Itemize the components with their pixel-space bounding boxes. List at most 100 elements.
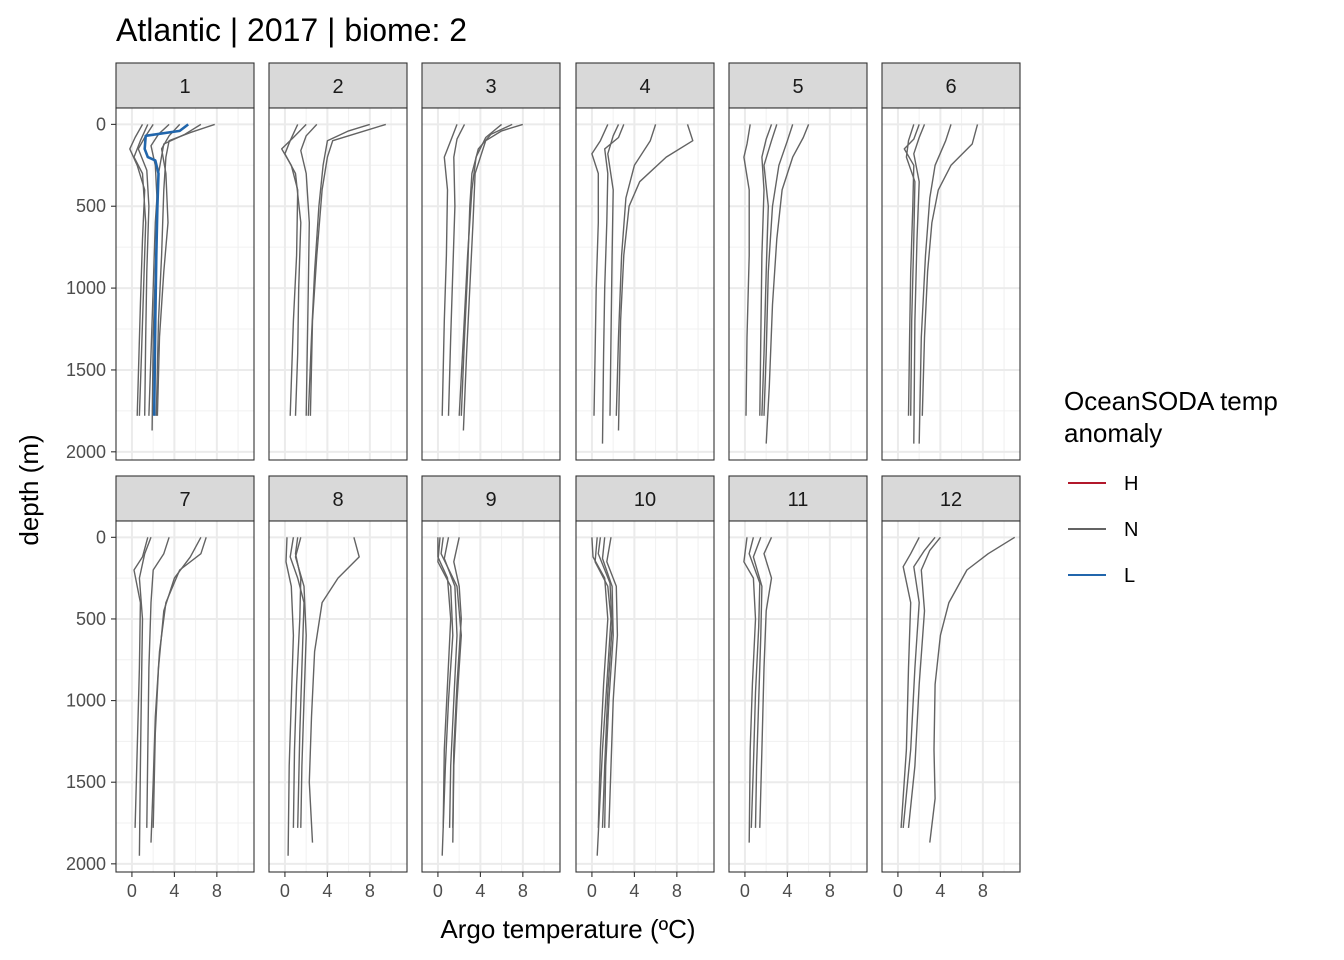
facet-panel-12: 12 0 4 8 bbox=[881, 475, 1021, 901]
x-tick-label: 8 bbox=[365, 881, 375, 901]
x-tick-label: 8 bbox=[672, 881, 682, 901]
legend: OceanSODA temp anomaly H N L bbox=[1064, 386, 1278, 587]
x-tick-label: 0 bbox=[280, 881, 290, 901]
profile-line-N bbox=[156, 123, 181, 416]
panel-border bbox=[728, 107, 868, 461]
profile-line-N bbox=[146, 537, 170, 828]
facet-panel-3: 3 bbox=[421, 62, 561, 461]
profile-line-N bbox=[133, 124, 149, 416]
facet-strip bbox=[575, 475, 715, 522]
legend-label: L bbox=[1124, 565, 1135, 587]
facet-panel-4: 4 bbox=[575, 62, 715, 461]
profile-line-N bbox=[913, 124, 926, 444]
facet-strip-label: 2 bbox=[332, 76, 343, 98]
x-tick-label: 4 bbox=[629, 881, 639, 901]
panel-background bbox=[576, 521, 714, 872]
profile-line-N bbox=[289, 537, 305, 828]
facet-strip bbox=[881, 62, 1021, 109]
facet-strip bbox=[115, 475, 255, 522]
y-tick-label: 0 bbox=[96, 527, 106, 547]
profile-line-N bbox=[743, 537, 757, 843]
profile-line-N bbox=[441, 124, 458, 416]
facet-strip-label: 12 bbox=[940, 489, 962, 511]
facet-strip-label: 11 bbox=[788, 489, 809, 511]
x-tick-label: 4 bbox=[475, 881, 485, 901]
panel-background bbox=[269, 521, 407, 872]
panel-border bbox=[881, 520, 1021, 873]
facet-strip-label: 8 bbox=[332, 489, 343, 511]
profile-line-N bbox=[763, 124, 794, 416]
y-tick-label: 1500 bbox=[66, 772, 106, 792]
facet-strip-label: 9 bbox=[485, 489, 496, 511]
panel-background bbox=[576, 108, 714, 460]
facet-panel-10: 10 0 4 8 bbox=[575, 475, 715, 901]
x-tick-label: 8 bbox=[978, 881, 988, 901]
profile-line-N bbox=[591, 124, 609, 416]
panel-border bbox=[575, 520, 715, 873]
panel-background bbox=[729, 108, 867, 460]
profile-line-N bbox=[591, 537, 609, 828]
facet-strip bbox=[881, 475, 1021, 522]
panel-border bbox=[268, 520, 408, 873]
x-tick-label: 0 bbox=[587, 881, 597, 901]
facet-strip bbox=[728, 62, 868, 109]
profile-line-N bbox=[905, 124, 916, 416]
panel-background bbox=[422, 521, 560, 872]
facet-strip-label: 5 bbox=[792, 76, 803, 98]
panel-border bbox=[881, 107, 1021, 461]
y-tick-label: 0 bbox=[96, 114, 106, 134]
profile-line-N bbox=[929, 536, 1016, 843]
facet-panel-6: 6 bbox=[881, 62, 1021, 461]
profile-line-N bbox=[462, 123, 524, 431]
panel-background bbox=[882, 521, 1020, 872]
panel-border bbox=[421, 520, 561, 873]
profile-line-N bbox=[458, 123, 503, 416]
x-tick-label: 0 bbox=[433, 881, 443, 901]
panel-border bbox=[728, 520, 868, 873]
profile-line-N bbox=[150, 123, 170, 431]
facet-strip-label: 6 bbox=[945, 76, 956, 98]
panel-border bbox=[115, 520, 255, 873]
facet-panel-9: 9 0 4 8 bbox=[421, 475, 561, 901]
facet-panel-5: 5 bbox=[728, 62, 868, 461]
x-tick-label: 0 bbox=[893, 881, 903, 901]
y-tick-label: 500 bbox=[76, 609, 106, 629]
profile-line-N bbox=[607, 124, 620, 416]
profile-line-N bbox=[443, 537, 458, 828]
facet-panel-2: 2 bbox=[268, 62, 408, 461]
facet-strip bbox=[728, 475, 868, 522]
facet-strip bbox=[421, 62, 561, 109]
y-tick-label: 1000 bbox=[66, 278, 106, 298]
chart-title: Atlantic | 2017 | biome: 2 bbox=[116, 12, 467, 48]
profile-line-N bbox=[133, 537, 149, 828]
profile-line-N bbox=[285, 537, 295, 856]
profile-line-N bbox=[606, 537, 619, 828]
legend-item-H: H bbox=[1068, 473, 1138, 495]
profile-line-N bbox=[759, 537, 773, 828]
y-tick-label: 1500 bbox=[66, 360, 106, 380]
profile-line-N bbox=[903, 124, 920, 416]
y-tick-label: 1000 bbox=[66, 691, 106, 711]
legend-item-L: L bbox=[1068, 565, 1135, 587]
profile-line-N bbox=[748, 537, 761, 828]
profile-line-N bbox=[308, 537, 360, 843]
legend-items: H N L bbox=[1068, 473, 1138, 587]
y-tick-label: 2000 bbox=[66, 854, 106, 874]
profile-line-N bbox=[292, 537, 302, 828]
profile-line-N bbox=[155, 123, 215, 416]
x-tick-label: 0 bbox=[740, 881, 750, 901]
profile-line-N bbox=[615, 124, 657, 416]
y-tick-label: 2000 bbox=[66, 442, 106, 462]
facet-panel-8: 8 0 4 8 bbox=[268, 475, 408, 901]
facet-strip bbox=[421, 475, 561, 522]
profile-line-N bbox=[300, 123, 318, 416]
profile-line-N bbox=[918, 124, 952, 444]
x-axis-title: Argo temperature (ºC) bbox=[440, 914, 695, 944]
profile-line-N bbox=[759, 124, 773, 416]
x-tick-label: 8 bbox=[825, 881, 835, 901]
profile-line-N bbox=[437, 537, 454, 856]
facet-strip-label: 4 bbox=[639, 76, 650, 98]
profile-line-N bbox=[129, 124, 146, 416]
